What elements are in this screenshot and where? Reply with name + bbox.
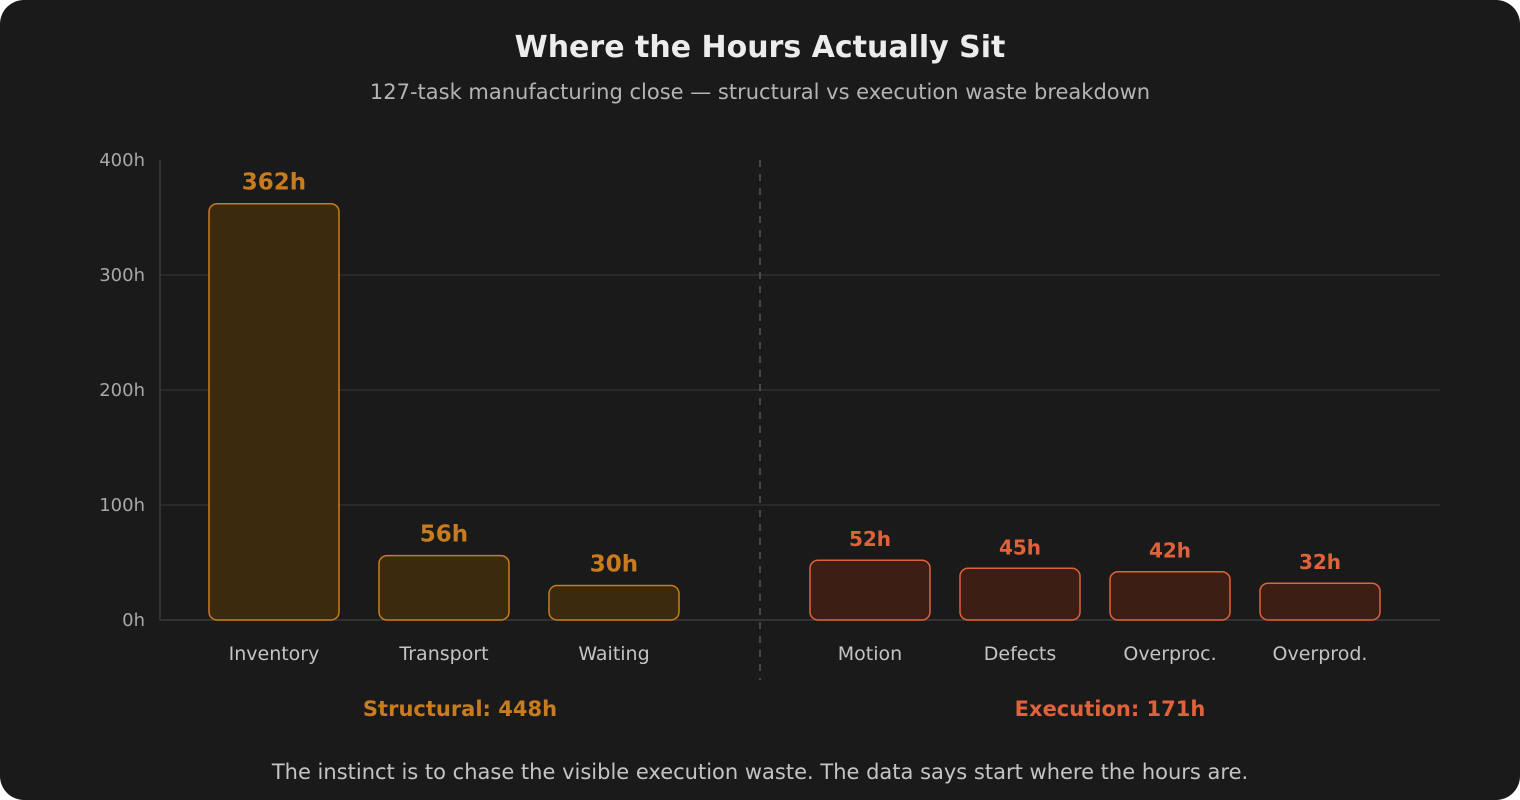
value-label: 362h: [242, 170, 306, 196]
y-tick-label: 100h: [99, 495, 145, 516]
value-label: 52h: [849, 527, 891, 551]
value-label: 45h: [999, 535, 1041, 559]
value-label: 32h: [1299, 550, 1341, 574]
x-tick-label: Defects: [984, 643, 1057, 665]
x-tick-label: Overprod.: [1273, 643, 1368, 665]
chart-title: Where the Hours Actually Sit: [514, 30, 1006, 65]
y-tick-label: 0h: [122, 610, 145, 631]
bar-overprod: [1259, 582, 1381, 621]
bar-motion: [809, 559, 931, 621]
bar-defects: [959, 567, 1081, 621]
bar-transport: [378, 554, 510, 621]
bars: [208, 202, 1381, 621]
bar-inventory: [208, 202, 340, 621]
y-tick-label: 200h: [99, 380, 145, 401]
labels: 362h Inventory 56h Transport 30h Waiting Struc…: [229, 170, 1368, 721]
value-label: 56h: [420, 522, 468, 548]
execution-group-label: Execution: 171h: [1015, 697, 1206, 721]
axes: 0h 100h 200h 300h 400h: [99, 150, 1440, 680]
bar-overproc: [1109, 570, 1231, 621]
y-tick-label: 400h: [99, 150, 145, 171]
gridlines: [160, 274, 1440, 506]
footnote: The instinct is to chase the visible exe…: [271, 760, 1249, 784]
bar-waiting: [548, 584, 680, 621]
x-tick-label: Waiting: [578, 643, 649, 665]
structural-group-label: Structural: 448h: [363, 697, 557, 721]
value-label: 30h: [590, 552, 638, 578]
x-tick-label: Overproc.: [1123, 643, 1216, 665]
chart-subtitle: 127-task manufacturing close — structura…: [369, 80, 1151, 104]
y-tick-label: 300h: [99, 265, 145, 286]
x-tick-label: Transport: [398, 643, 488, 665]
x-tick-label: Inventory: [229, 643, 320, 665]
x-tick-label: Motion: [838, 643, 902, 665]
value-label: 42h: [1149, 539, 1191, 563]
